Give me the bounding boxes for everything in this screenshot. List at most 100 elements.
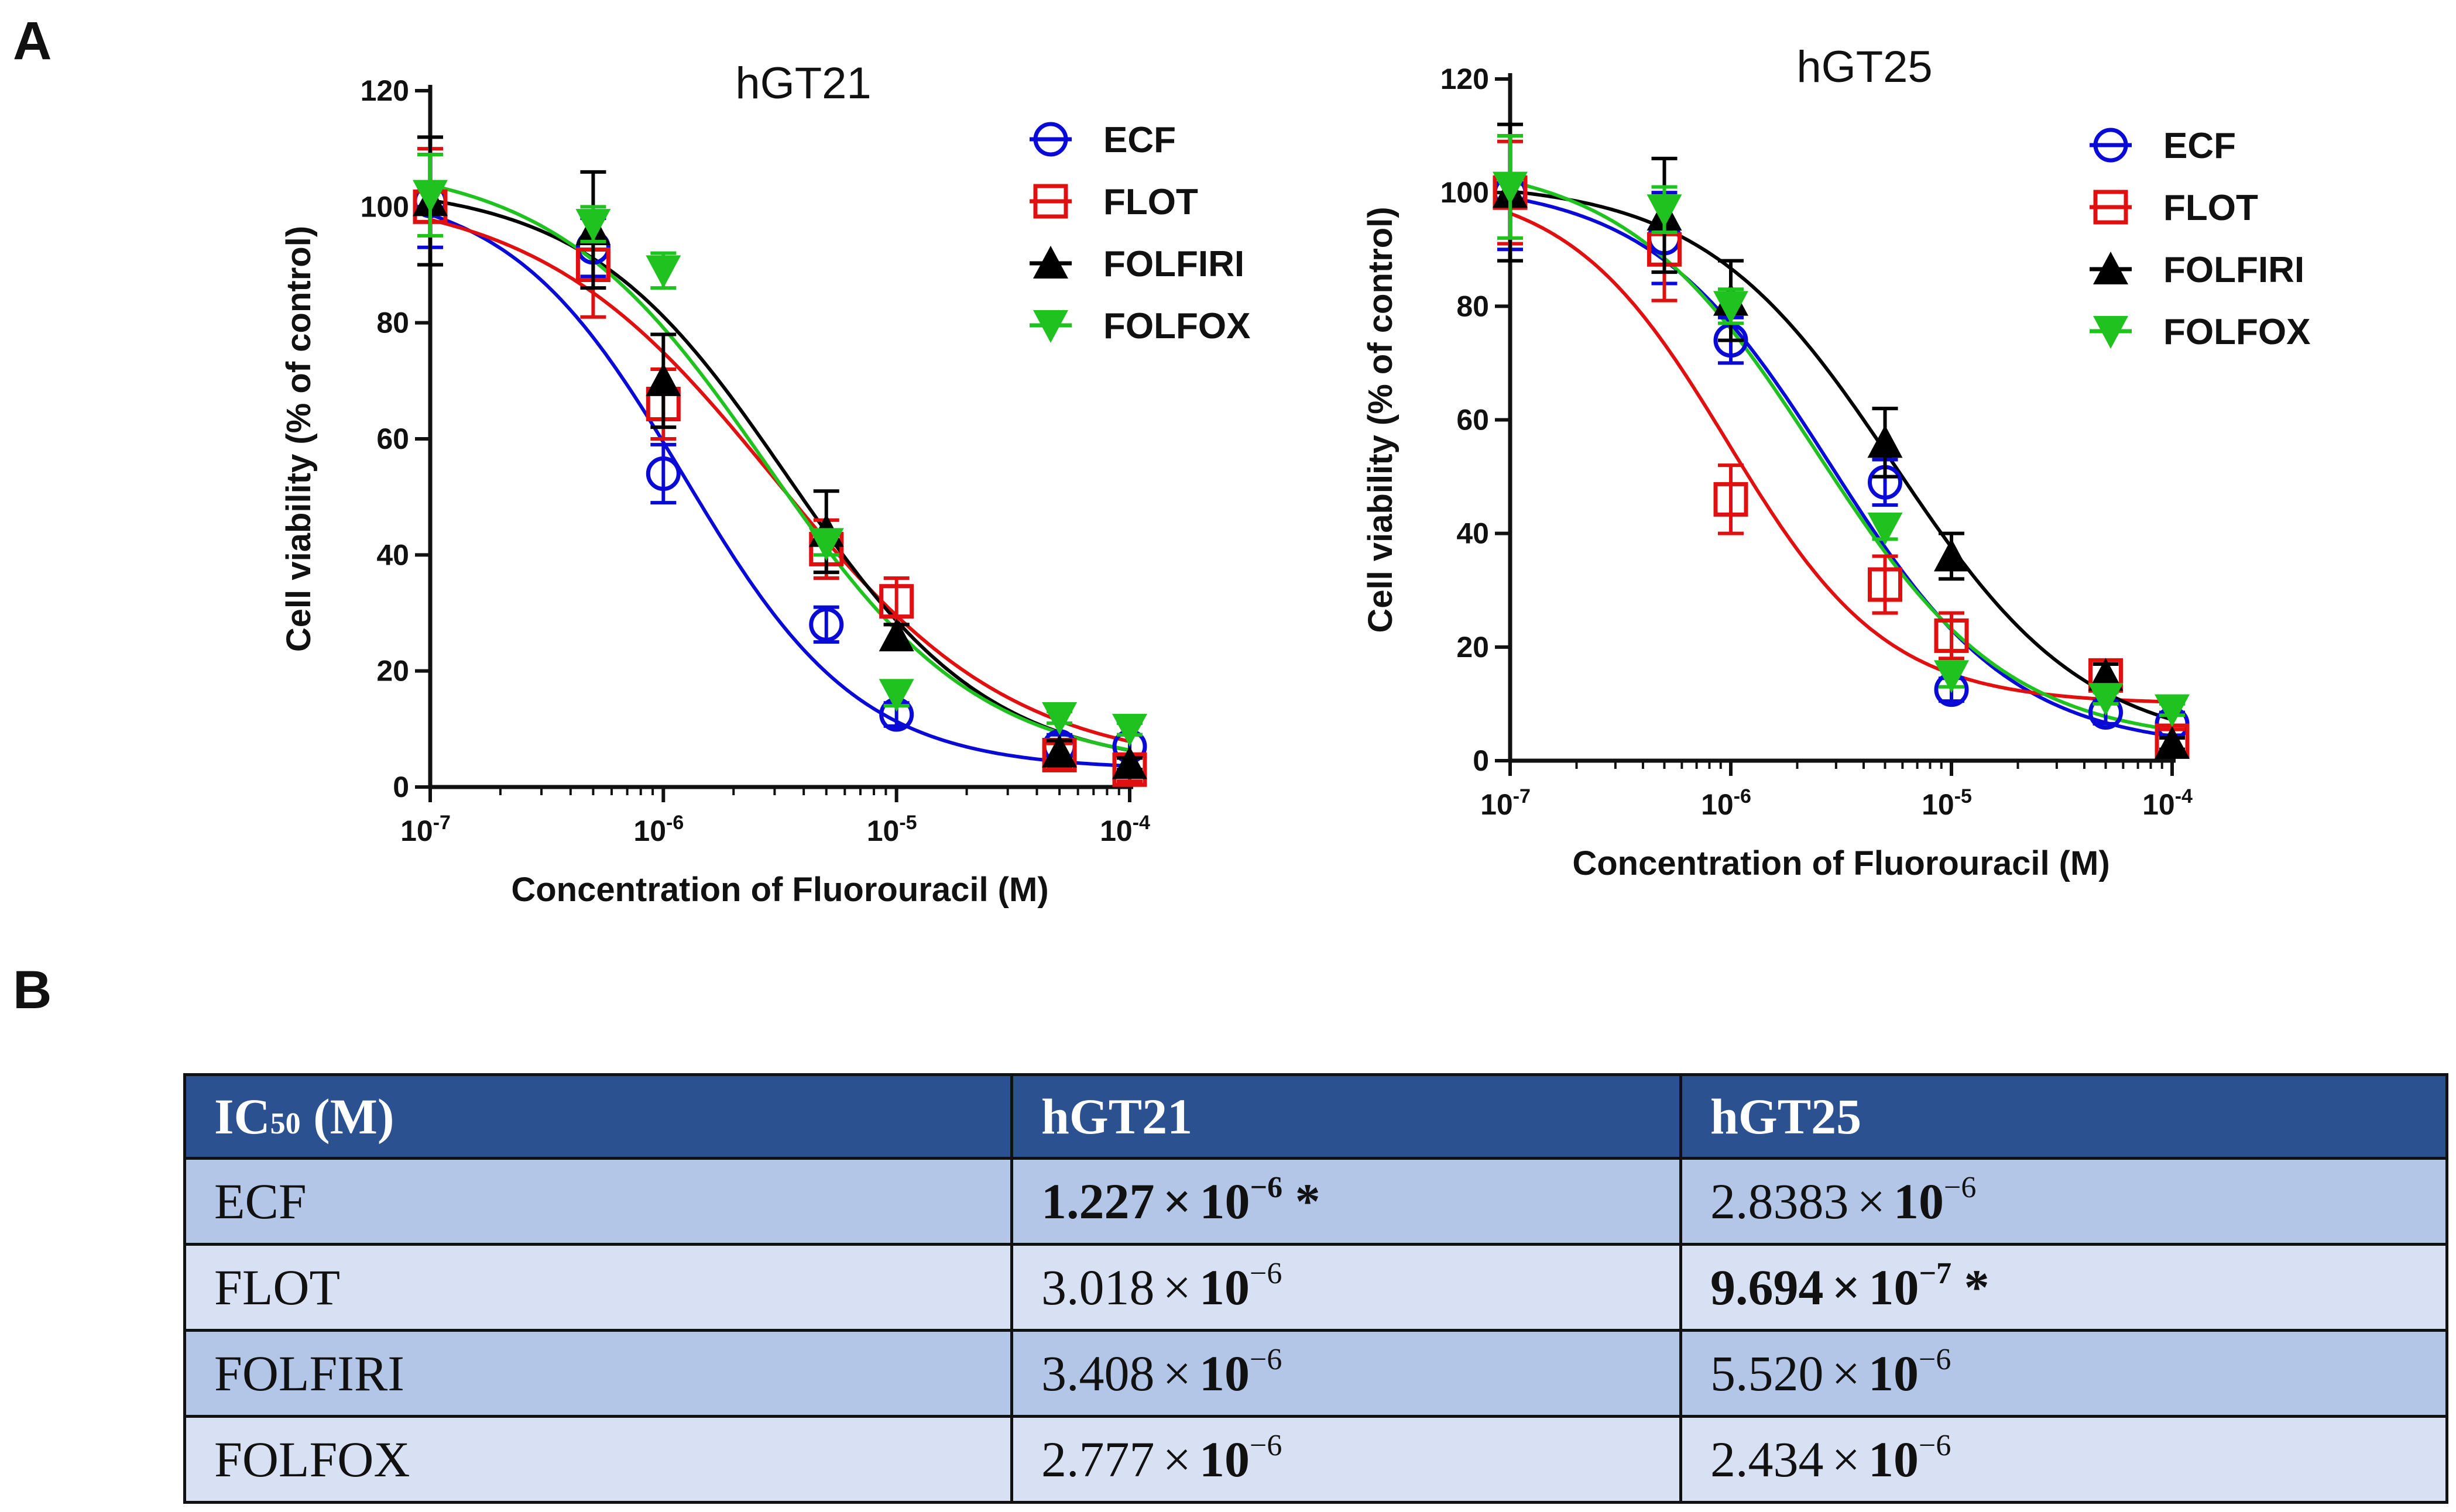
ic50-value-hgt21: 3.408 × 10−6 [1010,1329,1682,1418]
y-tick-label: 60 [1456,404,1489,437]
ic50-exponent: −6 [1919,1343,1951,1376]
data-point-folfiri [1112,746,1147,779]
chart-title: hGT25 [1796,42,1932,92]
data-point-flot [1934,618,1969,653]
data-point-flot [1868,567,1903,602]
fit-curve-folfiri [430,198,1130,752]
data-point-folfiri [1934,538,1969,572]
legend-label-folfox: FOLFOX [2163,312,2310,352]
fit-curve-flot [430,218,1130,744]
times-sign: × [1857,1173,1886,1229]
data-point-folfox [1934,660,1969,693]
data-point-folfox [1112,713,1147,747]
data-point-folfox [1647,194,1682,228]
ic50-value-hgt25: 9.694 × 10−7 * [1679,1243,2448,1332]
data-point-folfox [2155,694,2190,727]
ic50-number: 1.227 × 10−6 * [1041,1173,1320,1230]
data-point-folfox [2088,683,2124,716]
row-label-ecf: ECF [183,1157,1013,1246]
legend-label-ecf: ECF [2163,126,2236,166]
ic50-exponent: −6 [1919,1429,1951,1462]
legend-label-folfiri: FOLFIRI [1103,244,1244,284]
data-point-folfox [1042,702,1078,735]
header-ic-text: IC [214,1088,270,1145]
legend-marker-folfox [1033,310,1068,343]
times-sign: × [1831,1345,1861,1401]
ic50-number: 9.694 × 10−7 * [1710,1257,1990,1316]
y-tick-label: 60 [376,422,409,455]
x-tick-label: 10-5 [867,812,917,847]
x-tick-label: 10-6 [1701,785,1751,821]
x-tick-label: 10-7 [400,812,451,847]
ic50-mantissa: 1.227 [1041,1173,1155,1229]
ic50-exponent: −7 [1919,1257,1952,1290]
ic50-exponent: −6 [1944,1171,1977,1204]
ic50-value-hgt21: 2.777 × 10−6 [1010,1415,1682,1504]
ic50-exponent: −6 [1250,1429,1282,1462]
data-point-folfox [413,180,448,213]
chart-title: hGT21 [735,59,871,108]
ic50-number: 3.408 × 10−6 [1041,1343,1282,1402]
header-ic50: IC50 (M) [183,1073,1013,1160]
y-tick-label: 80 [376,307,409,339]
chart-hgt21: hGT21 0 20 40 60 80 100 120 10-7 10-6 10-5 10-4 Conc… [280,59,1250,909]
x-tick-label: 10-4 [1100,812,1150,847]
ic50-mantissa: 3.018 [1041,1259,1155,1315]
header-ic-unit: (M) [300,1088,395,1145]
data-point-folfox [808,528,844,561]
ic50-table: IC50 (M) hGT21 hGT25 ECF 1.227 × 10−6 * 2.83… [183,1073,2448,1504]
legend-label-folfox: FOLFOX [1103,306,1250,346]
ic50-base: 10 [1199,1173,1250,1229]
fit-curve-folfox [430,183,1130,752]
significance-mark: * [1951,1259,1990,1315]
data-point-folfiri [1867,425,1903,458]
y-tick-label: 120 [361,74,409,107]
times-sign: × [1162,1431,1192,1487]
panel-label-a: A [13,11,52,71]
data-point-folfox [879,679,914,712]
ic50-base: 10 [1868,1259,1919,1315]
data-point-folfox [646,255,681,288]
data-point-flot [1713,482,1748,517]
x-tick-label: 10-5 [1922,785,1972,821]
ic50-mantissa: 5.520 [1710,1345,1824,1401]
data-point-folfox [575,209,611,242]
ic50-number: 2.777 × 10−6 [1041,1429,1282,1488]
ic50-base: 10 [1868,1345,1919,1401]
significance-mark: * [1282,1173,1320,1229]
data-point-folfox [1867,512,1903,545]
ic50-base: 10 [1868,1431,1919,1487]
legend-label-flot: FLOT [1103,182,1198,222]
ic50-exponent: −6 [1250,1343,1282,1376]
ic50-base: 10 [1199,1431,1250,1487]
row-label-folfox: FOLFOX [183,1415,1013,1504]
legend-marker-flot [2093,190,2128,225]
ic50-number: 3.018 × 10−6 [1041,1259,1282,1316]
legend-marker-folfiri [2093,252,2128,284]
ic50-mantissa: 2.434 [1710,1431,1824,1487]
header-ic-subscript: 50 [270,1107,301,1140]
ic50-value-hgt21: 3.018 × 10−6 [1010,1243,1682,1332]
row-label-flot: FLOT [183,1243,1013,1332]
y-tick-label: 100 [361,190,409,223]
ic50-value-hgt25: 2.8383 × 10−6 [1679,1157,2448,1246]
ic50-mantissa: 2.8383 [1710,1173,1849,1229]
fit-curve-folfox [1510,180,2173,732]
x-tick-label: 10-7 [1480,785,1531,821]
times-sign: × [1162,1173,1192,1229]
data-point-flot [879,584,914,619]
times-sign: × [1162,1345,1192,1401]
ic50-number: 2.8383 × 10−6 [1710,1171,1977,1230]
data-point-folfox [1493,171,1528,205]
panel-label-b: B [13,960,52,1020]
x-axis-label: Concentration of Fluorouracil (M) [511,871,1048,909]
y-tick-label: 40 [376,538,409,571]
ic50-base: 10 [1199,1259,1250,1315]
table-row: FOLFIRI 3.408 × 10−6 5.520 × 10−6 [183,1329,2448,1418]
ic50-value-hgt25: 2.434 × 10−6 [1679,1415,2448,1504]
y-tick-label: 40 [1456,517,1489,550]
legend-label-folfiri: FOLFIRI [2163,250,2304,290]
ic50-mantissa: 3.408 [1041,1345,1155,1401]
y-tick-label: 100 [1440,176,1489,209]
chart-hgt25: hGT25 0 20 40 60 80 100 120 10-7 10-6 10-5 10-4 Conc… [1361,42,2310,882]
